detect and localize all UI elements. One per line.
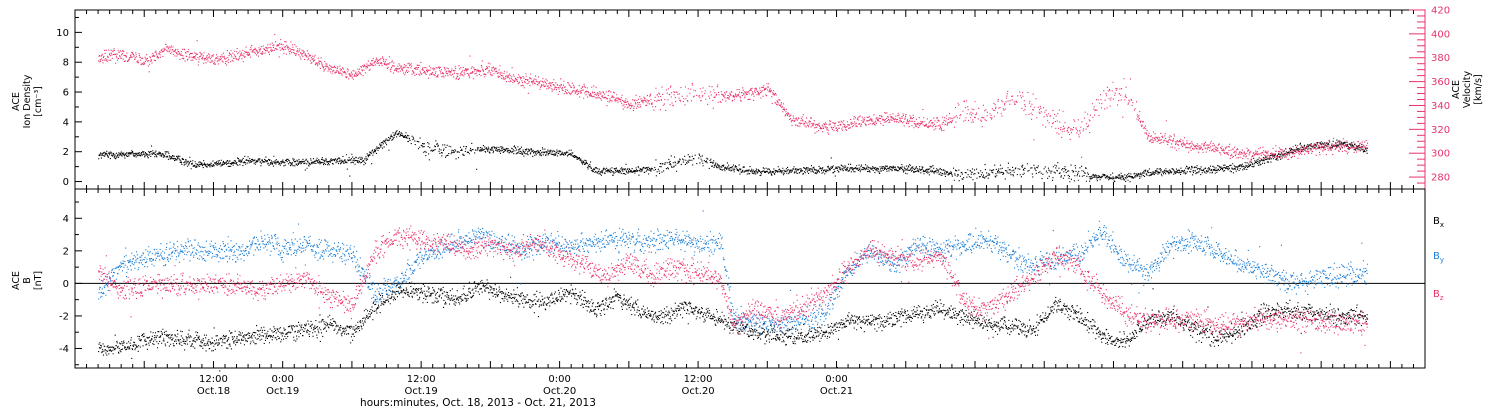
legend-By-subscript: y <box>1440 256 1444 264</box>
date-tick-label: Oct.20 <box>543 386 576 397</box>
legend-Bz-label: B <box>1433 289 1440 300</box>
time-tick-label: 12:00 <box>199 374 228 385</box>
velocity-axis-label-line-1: Velocity <box>1462 70 1473 108</box>
b-axis-label-line-1: B <box>22 277 33 284</box>
velocity-tick-label: 280 <box>1431 173 1450 184</box>
density-axis-label-line-2: [cm⁻³] <box>33 86 44 117</box>
density-series-points <box>98 130 1369 183</box>
legend-By-label: B <box>1433 251 1440 262</box>
density-tick-label: 10 <box>56 28 69 39</box>
velocity-tick-label: 300 <box>1431 149 1450 160</box>
b-tick-label: -2 <box>59 311 69 322</box>
legend-Bx-label: B <box>1433 216 1440 227</box>
bottom-panel-frame <box>74 188 1426 369</box>
By-series-points <box>98 210 1369 337</box>
time-tick-label: 0:00 <box>548 374 570 385</box>
time-axis: 12:00Oct.180:00Oct.1912:00Oct.190:00Oct.… <box>197 374 853 397</box>
density-tick-label: 8 <box>63 58 69 69</box>
date-tick-label: Oct.19 <box>266 386 299 397</box>
date-tick-label: Oct.21 <box>820 386 853 397</box>
legend-Bx: Bx <box>1433 216 1444 229</box>
legend-Bz: Bz <box>1433 289 1444 302</box>
date-tick-label: Oct.19 <box>405 386 438 397</box>
density-axis-label-line-0: ACE <box>11 92 22 111</box>
x-axis-title: hours:minutes, Oct. 18, 2013 - Oct. 21, … <box>360 397 596 409</box>
b-tick-label: 2 <box>63 246 69 257</box>
density-tick-label: 4 <box>63 117 69 128</box>
Bz-series-points <box>98 225 1369 354</box>
velocity-tick-label: 380 <box>1431 53 1450 64</box>
b-axis-label-line-0: ACE <box>11 271 22 290</box>
density-tick-label: 6 <box>63 88 69 99</box>
velocity-axis-label-line-2: [km/s] <box>1473 74 1484 104</box>
b-tick-label: 0 <box>63 279 69 290</box>
density-tick-label: 0 <box>63 177 69 188</box>
date-tick-label: Oct.20 <box>681 386 714 397</box>
b-axis-label-line-2: [nT] <box>33 271 44 290</box>
time-tick-label: 0:00 <box>825 374 847 385</box>
density-axis-label-line-1: Ion Density <box>22 74 33 128</box>
velocity-series-points <box>98 34 1369 162</box>
velocity-tick-label: 360 <box>1431 77 1450 88</box>
velocity-tick-label: 420 <box>1431 6 1450 17</box>
velocity-tick-label: 320 <box>1431 125 1450 136</box>
velocity-tick-label: 400 <box>1431 29 1450 40</box>
legend-Bz-subscript: z <box>1440 294 1444 302</box>
date-tick-label: Oct.18 <box>197 386 230 397</box>
velocity-tick-label: 340 <box>1431 101 1450 112</box>
time-tick-label: 12:00 <box>684 374 713 385</box>
legend-By: By <box>1433 251 1444 264</box>
time-tick-label: 0:00 <box>271 374 293 385</box>
velocity-axis-label-line-0: ACE <box>1451 80 1462 99</box>
b-tick-label: -4 <box>59 344 69 355</box>
legend-Bx-subscript: x <box>1440 221 1444 229</box>
time-tick-label: 12:00 <box>407 374 436 385</box>
density-tick-label: 2 <box>63 147 69 158</box>
b-tick-label: 4 <box>63 214 69 225</box>
